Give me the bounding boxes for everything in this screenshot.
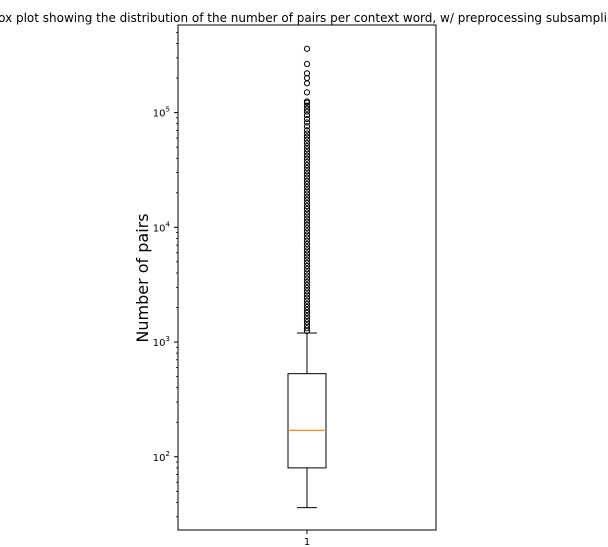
y-tick-label: 103: [153, 335, 170, 349]
outlier-point: [303, 294, 311, 301]
outlier-point: [303, 70, 311, 77]
outlier-point: [303, 133, 311, 140]
outlier-point: [303, 158, 311, 165]
x-tick-label: 1: [304, 537, 310, 547]
outlier-point: [303, 115, 311, 123]
outlier-point: [303, 102, 311, 109]
outlier-point: [303, 168, 311, 175]
outlier-point: [303, 291, 311, 298]
outlier-point: [303, 297, 311, 304]
outlier-point: [303, 123, 311, 130]
outlier-point: [303, 269, 311, 276]
outlier-point: [303, 108, 311, 115]
y-axis-label: Number of pairs: [133, 213, 152, 342]
outlier-point: [303, 275, 311, 282]
outlier-point: [303, 288, 311, 295]
outlier-point: [303, 190, 311, 197]
outlier-point: [303, 278, 311, 285]
outlier-point: [303, 119, 311, 126]
outlier-point: [303, 165, 311, 172]
outlier-point: [303, 319, 311, 326]
outlier-point: [303, 303, 311, 311]
plot-area-frame: [177, 24, 437, 531]
outlier-point: [303, 174, 311, 181]
outlier-point: [303, 152, 311, 159]
outlier-point: [303, 184, 311, 191]
outlier-point: [303, 256, 311, 263]
outlier-point: [303, 146, 311, 153]
outlier-point: [303, 139, 311, 147]
outlier-point: [303, 244, 311, 251]
outlier-point: [303, 127, 311, 134]
outlier-point: [303, 209, 311, 216]
outlier-point: [303, 316, 311, 323]
outlier-point: [303, 300, 311, 308]
outlier-point: [303, 196, 311, 203]
outlier-point: [303, 203, 311, 210]
outlier-point: [303, 237, 311, 244]
outlier-point: [303, 259, 311, 266]
outlier-point: [303, 89, 311, 96]
iqr-box: [287, 373, 327, 469]
y-tick-label: 102: [153, 450, 170, 464]
outlier-point: [303, 149, 311, 156]
outlier-point: [303, 221, 311, 228]
y-axis-ticks: 102 103 104 105: [153, 31, 178, 518]
outlier-point: [303, 231, 311, 238]
outlier-point: [303, 225, 311, 232]
outlier-point: [303, 193, 311, 200]
outlier-point: [303, 98, 311, 105]
box-group: [287, 45, 327, 509]
outlier-point: [303, 240, 311, 248]
outlier-point: [303, 161, 311, 169]
outlier-point: [303, 325, 311, 332]
outlier-point: [303, 309, 311, 317]
outlier-point: [303, 285, 311, 292]
outlier-point: [303, 247, 311, 254]
outlier-point: [303, 130, 311, 137]
y-tick-label: 104: [153, 220, 171, 234]
outlier-point: [303, 187, 311, 194]
outlier-point: [303, 212, 311, 219]
outlier-point: [303, 228, 311, 235]
outlier-point: [303, 250, 311, 257]
outlier-point: [303, 80, 311, 87]
outlier-point: [303, 253, 311, 260]
outlier-point: [303, 206, 311, 213]
outlier-point: [303, 199, 311, 207]
outlier-point: [303, 272, 311, 279]
outlier-point: [303, 112, 311, 119]
outlier-point: [303, 306, 311, 314]
y-tick-label: 105: [153, 106, 170, 120]
outlier-point: [303, 266, 311, 273]
outlier-point: [303, 136, 311, 143]
outlier-point: [303, 215, 311, 222]
outlier-point: [303, 60, 311, 68]
outlier-point: [303, 281, 311, 289]
outlier-point: [303, 143, 311, 150]
outlier-point: [303, 234, 311, 241]
outlier-point: [303, 313, 311, 320]
outlier-point: [303, 322, 311, 329]
outlier-point: [303, 262, 311, 270]
x-axis-ticks: 1: [304, 530, 310, 547]
outlier-point: [303, 177, 311, 184]
outlier-point: [303, 155, 311, 162]
outlier-point: [303, 180, 311, 188]
outlier-point: [303, 171, 311, 178]
outlier-point: [303, 105, 311, 112]
outlier-point: [303, 218, 311, 225]
chart-title: Box plot showing the distribution of the…: [0, 11, 608, 25]
outlier-point: [303, 45, 311, 52]
